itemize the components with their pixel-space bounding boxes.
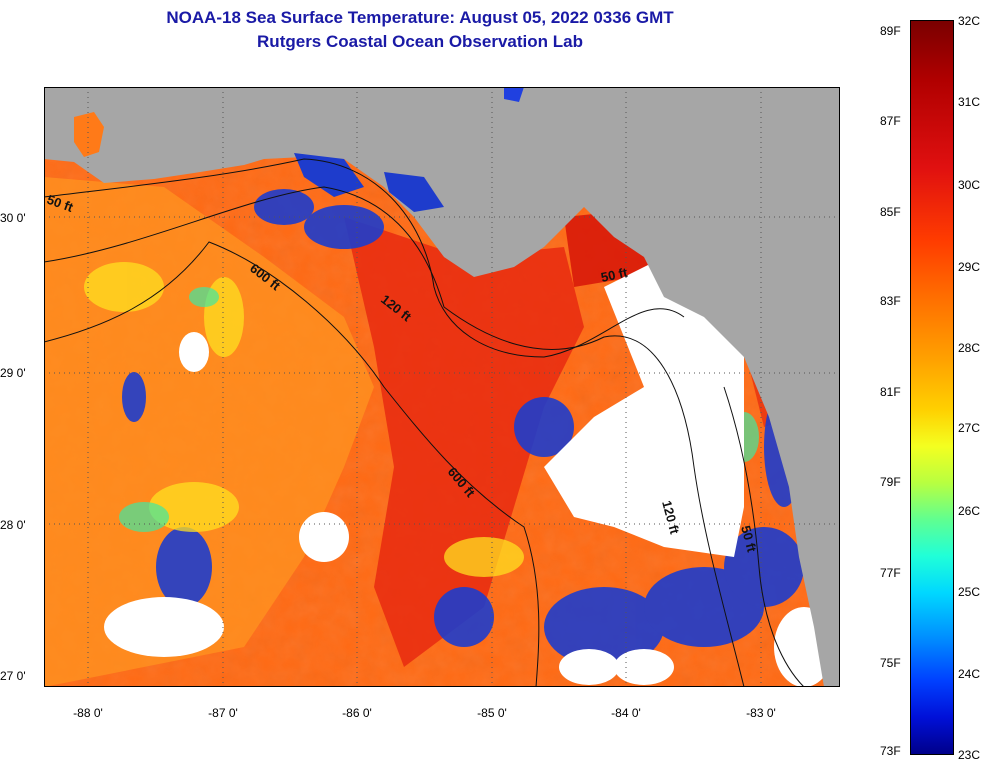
lon-label-87: -87 0' bbox=[208, 706, 238, 720]
map-title: NOAA-18 Sea Surface Temperature: August … bbox=[166, 8, 674, 27]
colorbar-c-32: 32C bbox=[958, 14, 981, 28]
colorbar-f-75: 75F bbox=[880, 656, 901, 670]
colorbar-f-81: 81F bbox=[880, 385, 901, 399]
contour-label-50ft-bigbend: 50 ft bbox=[600, 265, 630, 285]
sst-map: 50 ft 600 ft 120 ft 50 ft 600 ft 120 ft … bbox=[44, 87, 840, 687]
colorbar-f-85: 85F bbox=[880, 205, 901, 219]
colorbar-c-26: 26C bbox=[958, 504, 981, 518]
colorbar-c-29: 29C bbox=[958, 260, 981, 274]
map-border bbox=[44, 87, 840, 687]
lat-label-29: 29 0' bbox=[0, 366, 26, 380]
colorbar-f-87: 87F bbox=[880, 114, 901, 128]
colorbar-c-24: 24C bbox=[958, 667, 981, 681]
colorbar-f-83: 83F bbox=[880, 294, 901, 308]
colorbar-f-79: 79F bbox=[880, 475, 901, 489]
colorbar-c-28: 28C bbox=[958, 341, 981, 355]
land-mass bbox=[44, 87, 840, 687]
temperature-colorbar bbox=[910, 20, 954, 755]
colorbar-c-31: 31C bbox=[958, 95, 981, 109]
depth-contours bbox=[44, 158, 805, 687]
lat-label-30: 30 0' bbox=[0, 211, 26, 225]
colorbar-f-73: 73F bbox=[880, 744, 901, 758]
lon-label-83: -83 0' bbox=[746, 706, 776, 720]
lon-label-88: -88 0' bbox=[73, 706, 103, 720]
colorbar-c-23: 23C bbox=[958, 748, 981, 762]
colorbar-c-27: 27C bbox=[958, 421, 981, 435]
colorbar-f-77: 77F bbox=[880, 566, 901, 580]
lon-label-84: -84 0' bbox=[611, 706, 641, 720]
lon-label-86: -86 0' bbox=[342, 706, 372, 720]
lat-label-28: 28 0' bbox=[0, 518, 26, 532]
colorbar-c-25: 25C bbox=[958, 585, 981, 599]
colorbar-c-30: 30C bbox=[958, 178, 981, 192]
lon-label-85: -85 0' bbox=[477, 706, 507, 720]
colorbar-f-89: 89F bbox=[880, 24, 901, 38]
contour-label-50ft-south: 50 ft bbox=[738, 524, 760, 554]
map-subtitle: Rutgers Coastal Ocean Observation Lab bbox=[257, 32, 583, 51]
lat-label-27: 27 0' bbox=[0, 669, 26, 683]
